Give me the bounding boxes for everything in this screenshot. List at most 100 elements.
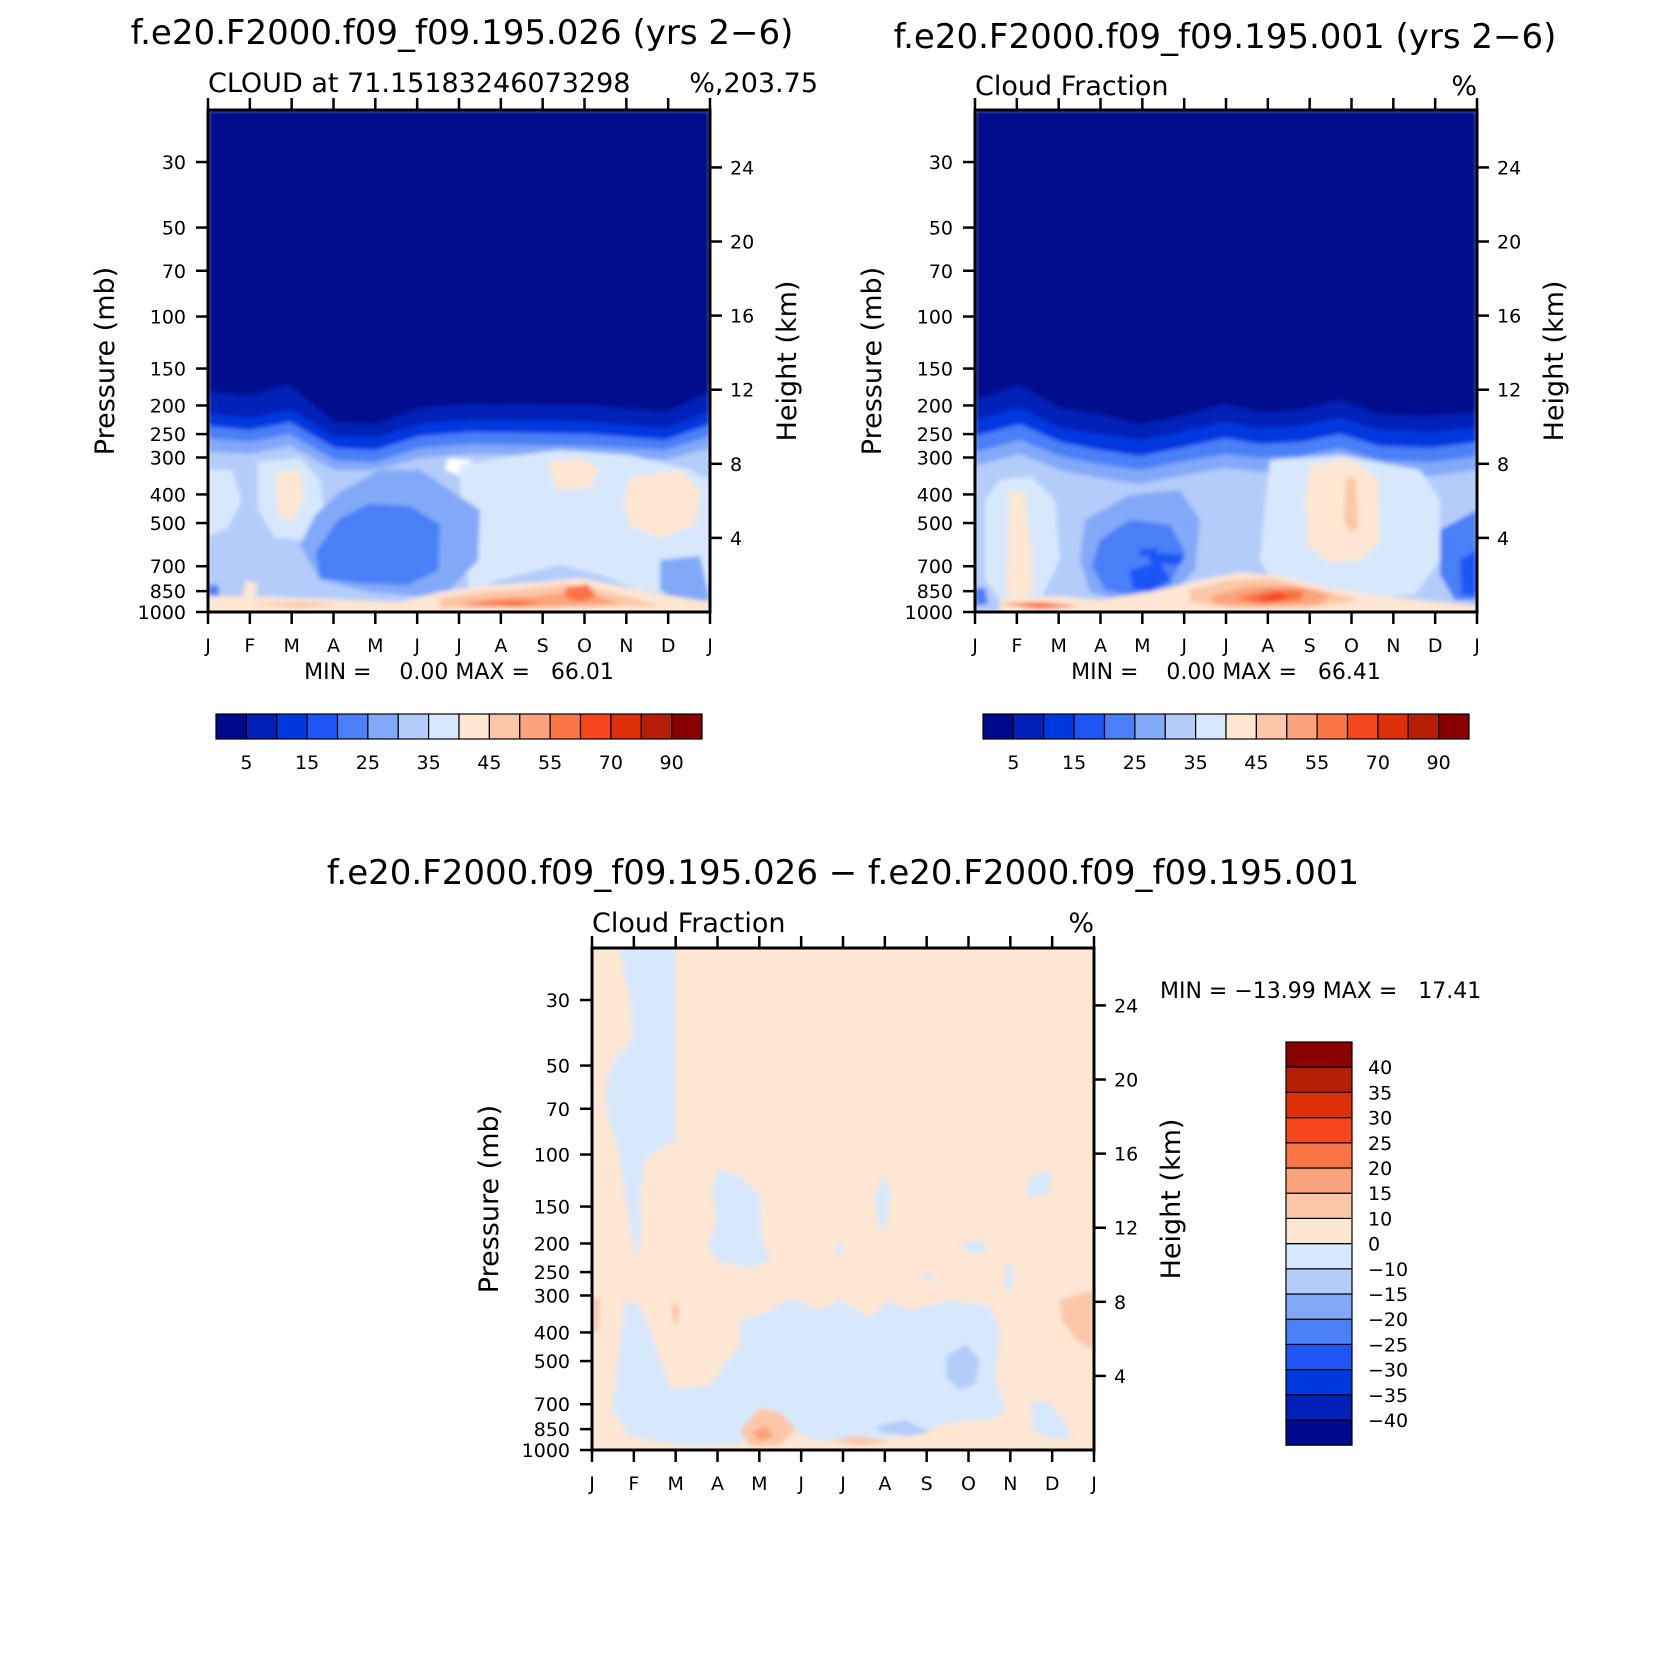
- colorbar-swatch: [1285, 1041, 1353, 1068]
- month-tick-label: N: [619, 635, 633, 657]
- colorbar-swatch: [610, 713, 642, 740]
- pressure-tick-label: 1000: [905, 602, 953, 624]
- height-tick-label: 24: [730, 157, 754, 179]
- colorbar-label: 35: [1368, 1082, 1392, 1104]
- panel-1: f.e20.F2000.f09_f09.195.026 (yrs 2−6) CL…: [90, 13, 818, 774]
- colorbar-swatch: [1195, 713, 1227, 740]
- month-tick-label: J: [971, 635, 978, 657]
- month-tick-label: F: [244, 635, 255, 657]
- pressure-tick-label: 250: [917, 424, 953, 446]
- pressure-tick-label: 50: [929, 218, 953, 240]
- colorbar-swatch: [306, 713, 339, 740]
- colorbar-label: 90: [1427, 752, 1451, 774]
- colorbar-swatch: [397, 713, 430, 740]
- colorbar-label: 10: [1368, 1208, 1392, 1230]
- colorbar-label: 45: [1244, 752, 1268, 774]
- colorbar-swatch: [367, 713, 399, 740]
- pressure-tick-label: 1000: [138, 602, 186, 624]
- month-tick-label: M: [1050, 635, 1066, 657]
- panel-3-contour-fills: [592, 948, 1094, 1450]
- pressure-tick-label: 700: [917, 556, 953, 578]
- panel-2-plot-area: [975, 110, 1477, 612]
- panel-2-right-label: %: [1451, 71, 1477, 102]
- height-tick-label: 12: [1497, 380, 1521, 402]
- pressure-tick-label: 30: [929, 152, 953, 174]
- pressure-tick-label: 1000: [522, 1440, 570, 1462]
- pressure-tick-label: 250: [534, 1262, 570, 1284]
- panel-1-min-max: MIN = 0.00 MAX = 66.01: [304, 660, 614, 685]
- month-tick-label: F: [1011, 635, 1022, 657]
- colorbar-swatch: [1103, 713, 1136, 740]
- month-tick-label: A: [1261, 635, 1274, 657]
- colorbar-swatch: [1285, 1242, 1353, 1270]
- pressure-tick-label: 50: [162, 218, 186, 240]
- month-tick-label: A: [711, 1473, 724, 1495]
- colorbar-label: 25: [1123, 752, 1147, 774]
- month-tick-label: O: [577, 635, 592, 657]
- pressure-tick-label: 400: [534, 1322, 570, 1344]
- colorbar-swatch: [1407, 713, 1440, 740]
- colorbar-label: 20: [1368, 1158, 1392, 1180]
- pressure-tick-label: 100: [917, 307, 953, 329]
- height-tick-label: 8: [1114, 1292, 1126, 1314]
- colorbar-swatch: [1255, 713, 1288, 740]
- pressure-tick-label: 150: [534, 1197, 570, 1219]
- pressure-tick-label: 70: [929, 261, 953, 283]
- colorbar-label: −30: [1368, 1360, 1408, 1382]
- pressure-tick-label: 850: [917, 581, 953, 603]
- month-tick-label: S: [921, 1473, 933, 1495]
- colorbar-swatch: [1285, 1293, 1353, 1320]
- month-tick-label: J: [797, 1473, 804, 1495]
- colorbar-label: 70: [1366, 752, 1390, 774]
- month-tick-label: D: [1428, 635, 1443, 657]
- colorbar-swatch: [519, 713, 551, 740]
- panel-3-y2-label: Height (km): [1156, 1119, 1187, 1280]
- colorbar-swatch: [1285, 1394, 1353, 1421]
- panel-1-right-label: %,203.75: [689, 68, 818, 99]
- month-tick-label: M: [751, 1473, 767, 1495]
- panel-1-title: f.e20.F2000.f09_f09.195.026 (yrs 2−6): [131, 13, 794, 53]
- height-tick-label: 8: [730, 454, 742, 476]
- month-tick-label: J: [588, 1473, 595, 1495]
- height-tick-label: 20: [1497, 232, 1521, 254]
- colorbar-swatch: [488, 713, 521, 740]
- pressure-tick-label: 500: [150, 513, 186, 535]
- pressure-tick-label: 100: [150, 307, 186, 329]
- colorbar-swatch: [640, 713, 673, 740]
- panel-2-min-max: MIN = 0.00 MAX = 66.41: [1071, 660, 1381, 685]
- colorbar-label: 55: [538, 752, 562, 774]
- pressure-tick-label: 200: [150, 395, 186, 417]
- panel-3: f.e20.F2000.f09_f09.195.026 − f.e20.F200…: [327, 853, 1481, 1495]
- colorbar-swatch: [1043, 713, 1075, 740]
- month-tick-label: O: [1344, 635, 1359, 657]
- panel-2-y2-label: Height (km): [1539, 281, 1570, 442]
- month-tick-label: D: [1045, 1473, 1060, 1495]
- month-tick-label: A: [494, 635, 507, 657]
- panel-1-contour-fills: [208, 110, 710, 612]
- panel-1-y2-label: Height (km): [772, 281, 803, 442]
- pressure-tick-label: 150: [917, 359, 953, 381]
- panel-2: f.e20.F2000.f09_f09.195.001 (yrs 2−6) Cl…: [857, 17, 1570, 774]
- panel-3-title: f.e20.F2000.f09_f09.195.026 − f.e20.F200…: [327, 853, 1359, 893]
- colorbar-swatch: [1164, 713, 1197, 740]
- month-tick-label: F: [628, 1473, 639, 1495]
- month-tick-label: J: [706, 635, 713, 657]
- colorbar-label: 5: [1007, 752, 1019, 774]
- panel-3-min-max: MIN = −13.99 MAX = 17.41: [1160, 979, 1481, 1004]
- colorbar-swatch: [1377, 713, 1409, 740]
- pressure-tick-label: 150: [150, 359, 186, 381]
- panel-3-y-label: Pressure (mb): [474, 1105, 505, 1293]
- pressure-tick-label: 300: [150, 448, 186, 470]
- pressure-tick-label: 500: [917, 513, 953, 535]
- month-tick-label: A: [327, 635, 340, 657]
- colorbar-swatch: [215, 713, 247, 740]
- month-tick-label: J: [413, 635, 420, 657]
- panel-1-plot-area: [208, 110, 710, 612]
- colorbar-swatch: [276, 713, 308, 740]
- colorbar-swatch: [1012, 713, 1045, 740]
- pressure-tick-label: 100: [534, 1145, 570, 1167]
- colorbar-swatch: [1285, 1091, 1353, 1119]
- colorbar-label: −10: [1368, 1259, 1408, 1281]
